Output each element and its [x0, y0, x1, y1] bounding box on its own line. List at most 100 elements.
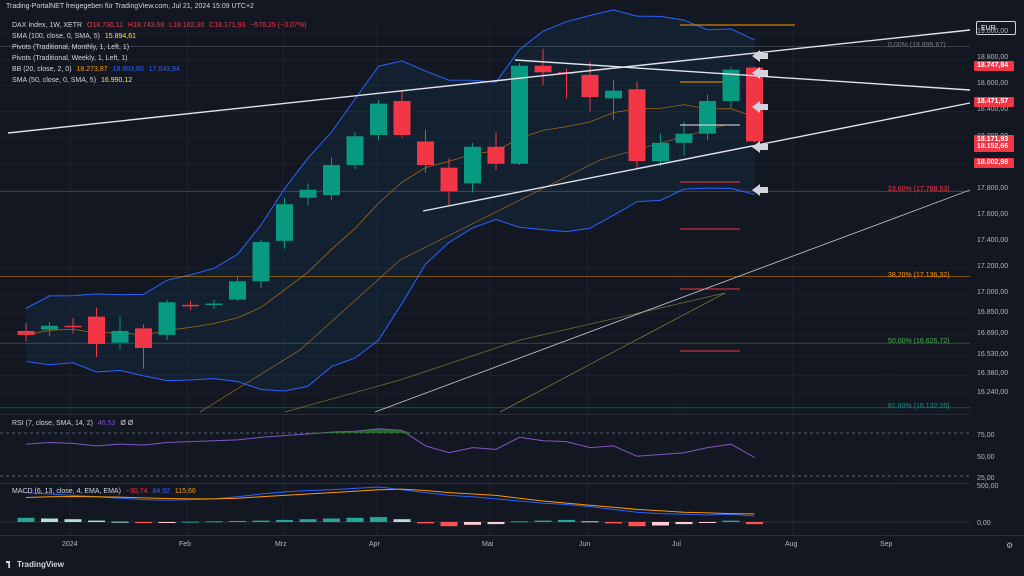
price-axis-label: 17.400,00	[977, 237, 1009, 245]
fib-label: 23,60% (17.788,53)	[888, 186, 950, 194]
macd-histogram-bar	[346, 517, 364, 522]
macd-histogram-bar	[558, 519, 575, 522]
tradingview-logo[interactable]: TradingView	[6, 560, 64, 569]
price-axis-label: 17.000,00	[977, 289, 1009, 297]
price-axis-label: 17.600,00	[977, 211, 1009, 218]
macd-histogram-bar	[252, 520, 270, 522]
macd-histogram-bar	[17, 517, 35, 522]
legend-sma50[interactable]: SMA (50, close, 0, SMA, 5) 16.990,12	[12, 77, 132, 84]
macd-histogram-bar	[88, 520, 105, 522]
macd-histogram-bar	[276, 519, 293, 522]
sma100-line	[284, 292, 726, 413]
settings-gear-icon[interactable]: ⚙	[1006, 541, 1014, 550]
macd-histogram-bar	[158, 522, 176, 523]
arrow-marker-icon	[752, 50, 768, 62]
price-axis-label: 18.800,00	[977, 54, 1009, 62]
bb-upper-value: 18.903,80	[112, 66, 144, 73]
time-axis-label: Mrz	[275, 541, 287, 548]
macd-hist-value: −30,74	[125, 488, 148, 495]
candle-body	[229, 281, 246, 300]
macd-histogram-bar	[464, 522, 481, 525]
macd-histogram-bar	[699, 522, 716, 523]
bb-upper-line	[25, 9, 755, 309]
candle-body	[581, 74, 599, 98]
bb-lower-value: 17.643,94	[148, 66, 180, 73]
candle-body	[135, 328, 152, 348]
candle-body	[158, 302, 176, 335]
candle-body	[205, 303, 223, 306]
price-axis-label: 16.530,00	[977, 350, 1009, 358]
candle-body	[346, 136, 364, 166]
legend-bb[interactable]: BB (20, close, 2, 0) 18.273,87 18.903,80…	[12, 66, 180, 73]
candle-body	[299, 189, 317, 198]
pivots-weekly-label: Pivots (Traditional, Weekly, 1, Left, 1)	[12, 55, 128, 62]
candle-body	[511, 65, 528, 164]
price-tag: 18.152,66	[974, 141, 1014, 152]
macd-histogram-bar	[534, 520, 552, 522]
legend-rsi[interactable]: RSI (7, close, SMA, 14, 2) 46,53 Ø Ø	[12, 420, 133, 427]
macd-histogram-bar	[417, 522, 434, 524]
rsi-axis-75: 75,00	[977, 432, 995, 439]
legend-sma100[interactable]: SMA (100, close, 0, SMA, 5) 15.894,61	[12, 33, 136, 40]
rsi-extra: Ø Ø	[120, 420, 134, 427]
candle-body	[605, 90, 622, 99]
candle-body	[652, 142, 669, 162]
price-axis-label: 17.800,00	[977, 184, 1009, 192]
macd-histogram-bar	[205, 521, 223, 523]
time-axis-label: Aug	[785, 541, 798, 548]
macd-histogram-bar	[323, 518, 340, 522]
rsi-overbought-fill	[308, 428, 412, 433]
macd-histogram-bar	[393, 519, 411, 522]
candle-body	[534, 65, 552, 73]
candle-body	[722, 69, 740, 102]
macd-histogram-bar	[511, 521, 528, 523]
macd-histogram-bar	[64, 519, 82, 522]
macd-histogram-bar	[722, 520, 740, 522]
macd-signal-line	[25, 488, 755, 515]
macd-line	[25, 486, 755, 517]
close-value: C18.171,93	[209, 22, 246, 29]
legend-pivots-weekly[interactable]: Pivots (Traditional, Weekly, 1, Left, 1)	[12, 55, 127, 62]
macd-histogram-bar	[299, 519, 317, 522]
arrow-marker-icon	[752, 67, 768, 79]
rsi-axis-25: 25,00	[977, 475, 995, 482]
price-axis-label: 16.240,00	[977, 388, 1009, 396]
sma100-value: 15.894,61	[104, 33, 137, 40]
price-tag: 18.471,57	[974, 97, 1014, 108]
candle-body	[628, 89, 646, 162]
macd-histogram-bar	[370, 517, 387, 522]
legend-pivots-monthly[interactable]: Pivots (Traditional, Monthly, 1, Left, 1…	[12, 44, 129, 51]
bb-fill	[26, 9, 755, 391]
time-axis-label: Sep	[880, 541, 893, 548]
legend-macd[interactable]: MACD (6, 13, close, 4, EMA, EMA) −30,74 …	[12, 488, 196, 495]
macd-histogram-bar	[746, 522, 763, 525]
rsi-axis-50: 50,00	[977, 454, 995, 461]
pane-separator-rsi[interactable]	[0, 414, 970, 415]
macd-label: MACD (6, 13, close, 4, EMA, EMA)	[12, 488, 121, 495]
candle-body	[41, 325, 58, 330]
arrow-marker-icon	[752, 101, 768, 113]
price-axis-label: 16.690,00	[977, 329, 1009, 337]
price-axis-label: 16.380,00	[977, 370, 1009, 378]
macd-histogram-bar	[628, 522, 646, 527]
candle-body	[252, 242, 270, 282]
pane-separator-macd[interactable]	[0, 483, 970, 484]
macd-histogram-bar	[487, 522, 505, 525]
symbol-label[interactable]: DAX Index, 1W, XETR	[12, 22, 83, 29]
candle-body	[88, 316, 105, 345]
arrow-marker-icon	[752, 141, 768, 153]
rsi-line	[25, 428, 755, 458]
sma-extension	[499, 292, 726, 413]
currency-button[interactable]: EUR	[976, 21, 1016, 35]
macd-histogram-bar	[111, 521, 129, 523]
price-axis-label: 17.200,00	[977, 263, 1009, 271]
sma50-value: 16.990,12	[100, 77, 133, 84]
macd-axis-0: 0,00	[977, 520, 991, 527]
trend-line	[514, 59, 971, 91]
time-axis-separator	[0, 535, 1024, 536]
macd-axis-500: 500,00	[977, 483, 999, 490]
rsi-value: 46,53	[97, 420, 116, 427]
macd-histogram-bar	[581, 521, 599, 523]
